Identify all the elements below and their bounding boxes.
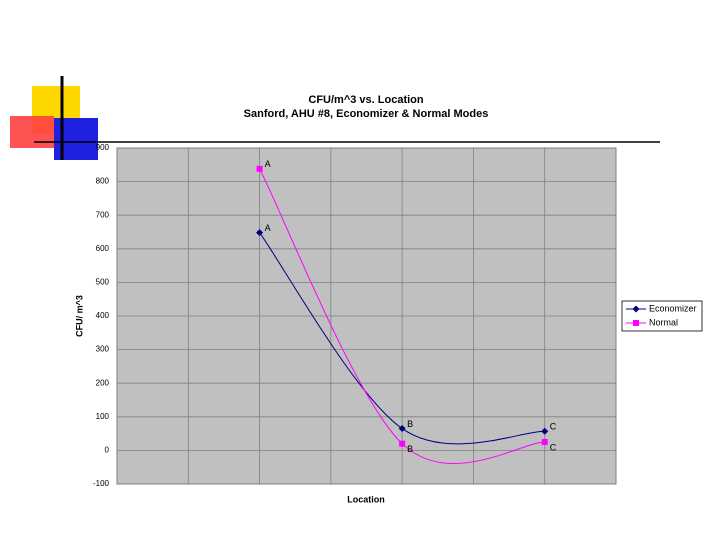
chart-subtitle: Sanford, AHU #8, Economizer & Normal Mod…	[244, 108, 489, 120]
series-line	[259, 168, 545, 464]
x-axis-label: Location	[347, 494, 385, 504]
y-tick-label: -100	[93, 479, 110, 488]
y-tick-label: 800	[96, 177, 110, 186]
y-tick-label: 400	[96, 311, 110, 320]
deco-red	[10, 116, 54, 148]
y-tick-label: 100	[96, 412, 110, 421]
point-label: B	[407, 444, 413, 454]
y-tick-label: 0	[105, 446, 110, 455]
marker	[399, 440, 406, 447]
slide-decoration	[10, 76, 660, 160]
y-tick-label: 500	[96, 278, 110, 287]
marker	[541, 427, 549, 435]
y-tick-label: 300	[96, 345, 110, 354]
point-label: C	[550, 422, 557, 432]
marker	[541, 439, 548, 445]
legend-label: Economizer	[649, 303, 697, 313]
y-tick-label: 600	[96, 244, 110, 253]
marker	[256, 165, 263, 172]
chart-title: CFU/m^3 vs. Location	[308, 94, 424, 106]
marker	[256, 229, 264, 237]
y-tick-label: 900	[96, 143, 110, 152]
legend-label: Normal	[649, 317, 678, 327]
y-tick-label: 700	[96, 210, 110, 219]
y-tick-label: 200	[96, 378, 110, 387]
point-label: A	[265, 159, 271, 169]
marker	[398, 425, 406, 433]
legend-marker	[633, 320, 639, 326]
y-axis-label: CFU/ m^3	[74, 295, 84, 337]
series-line	[259, 232, 545, 445]
point-label: A	[265, 223, 271, 233]
legend-marker	[632, 305, 640, 313]
point-label: B	[407, 419, 413, 429]
point-label: C	[550, 442, 557, 452]
